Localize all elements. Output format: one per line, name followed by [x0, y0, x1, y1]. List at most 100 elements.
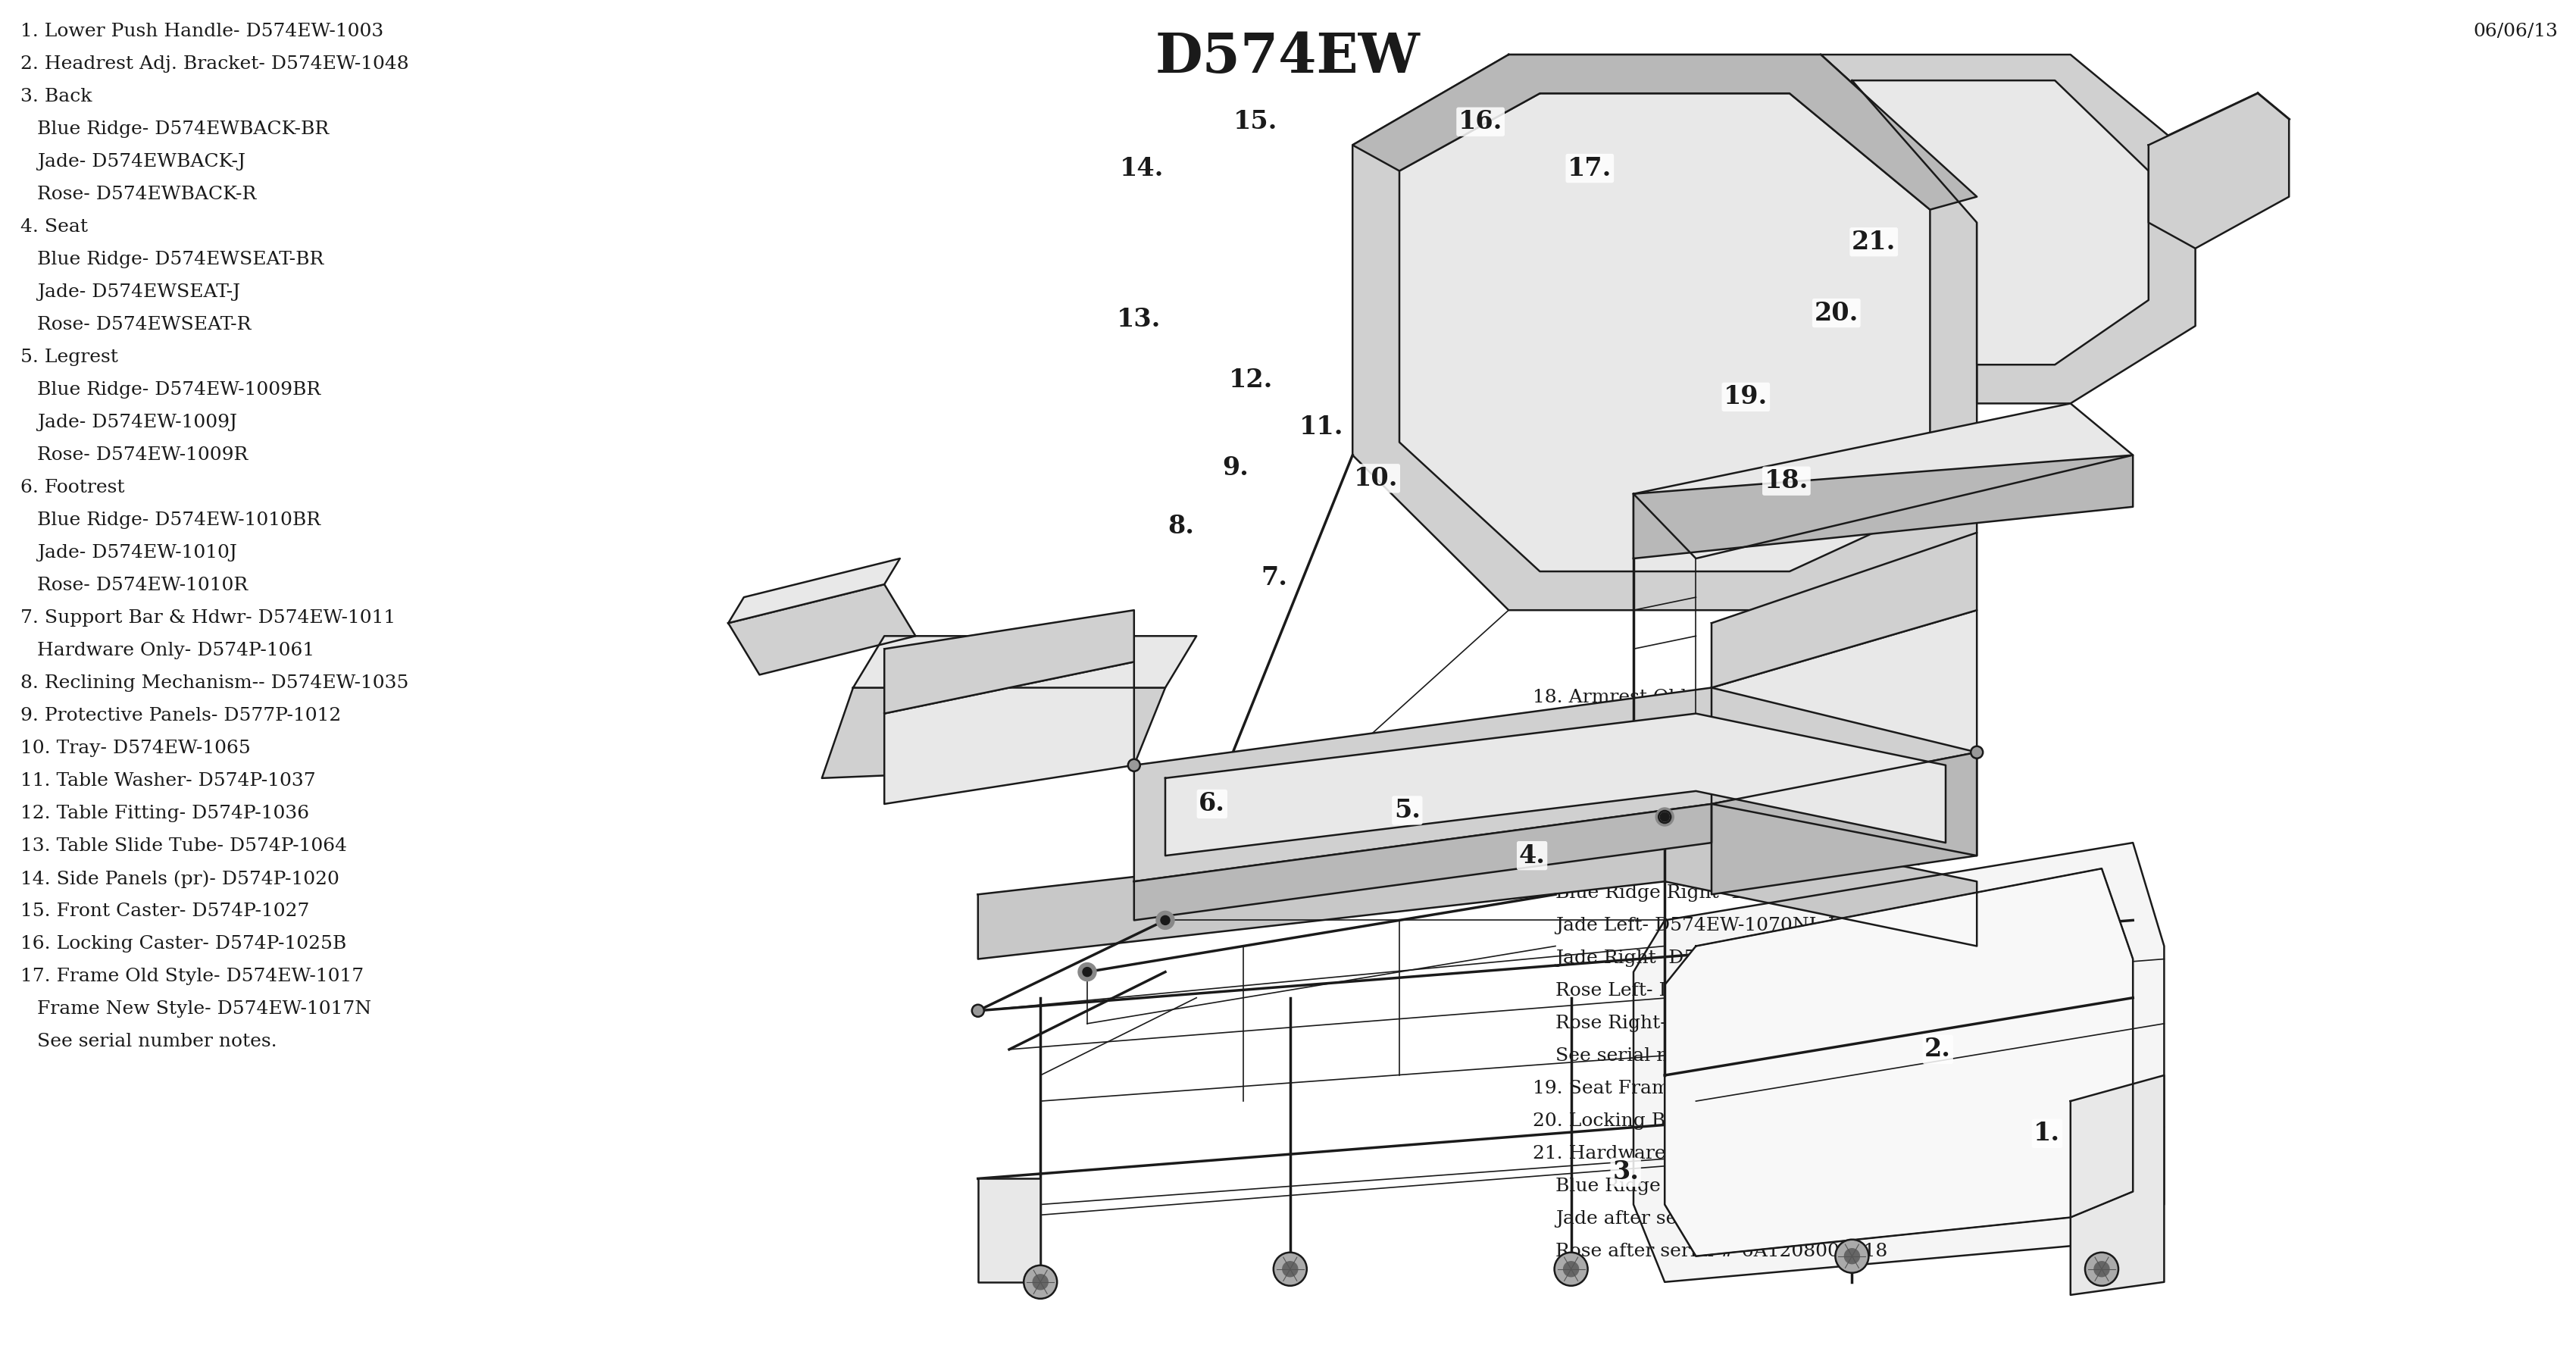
Text: Blue Ridge- D574EWSEAT-BR: Blue Ridge- D574EWSEAT-BR — [36, 251, 325, 269]
Circle shape — [1157, 911, 1175, 929]
Text: 15. Front Caster- D574P-1027: 15. Front Caster- D574P-1027 — [21, 903, 309, 919]
Circle shape — [2094, 1262, 2110, 1277]
Text: Rose- D574EW-1010R: Rose- D574EW-1010R — [36, 577, 247, 595]
Text: Blue Ridge- D574EW-1010BR: Blue Ridge- D574EW-1010BR — [36, 512, 319, 529]
Polygon shape — [729, 584, 914, 675]
Text: 17. Frame Old Style- D574EW-1017: 17. Frame Old Style- D574EW-1017 — [21, 967, 363, 985]
Text: Blue Ridge Left- D574EW-1070NL-BR: Blue Ridge Left- D574EW-1070NL-BR — [1556, 851, 1919, 869]
Polygon shape — [1710, 610, 1976, 803]
Text: 19.: 19. — [1723, 385, 1767, 409]
Polygon shape — [1352, 55, 1976, 210]
Text: 12.: 12. — [1229, 368, 1273, 393]
Text: 7. Support Bar & Hdwr- D574EW-1011: 7. Support Bar & Hdwr- D574EW-1011 — [21, 610, 397, 626]
Text: Rose Right- D574EW-1070NR-R: Rose Right- D574EW-1070NR-R — [1556, 1015, 1862, 1033]
Circle shape — [1079, 963, 1097, 981]
Circle shape — [971, 1005, 984, 1016]
Text: 20.: 20. — [1814, 300, 1857, 326]
Text: Armrest New Style: Armrest New Style — [1556, 820, 1739, 836]
Text: 10.: 10. — [1355, 466, 1399, 491]
Text: 14.: 14. — [1121, 155, 1164, 181]
Polygon shape — [1633, 404, 2133, 558]
Polygon shape — [979, 1178, 1041, 1282]
Polygon shape — [1633, 843, 2164, 1282]
Text: 21. Hardware- D574EW-1004: 21. Hardware- D574EW-1004 — [1533, 1144, 1816, 1162]
Text: Rose- D574EWSEAT-R: Rose- D574EWSEAT-R — [36, 316, 252, 333]
Text: Jade- D574EW-1010J: Jade- D574EW-1010J — [36, 544, 237, 562]
Text: 14. Side Panels (pr)- D574P-1020: 14. Side Panels (pr)- D574P-1020 — [21, 870, 340, 888]
Polygon shape — [1133, 687, 1976, 881]
Text: Hardware Only- D574P-1061: Hardware Only- D574P-1061 — [36, 642, 314, 659]
Text: 13.: 13. — [1115, 307, 1162, 331]
Text: 5. Legrest: 5. Legrest — [21, 349, 118, 366]
Text: Rose- D574EW-1009R: Rose- D574EW-1009R — [36, 446, 247, 464]
Text: 15.: 15. — [1234, 109, 1278, 134]
Circle shape — [1659, 813, 1669, 821]
Circle shape — [1553, 1252, 1587, 1286]
Text: 12. Table Fitting- D574P-1036: 12. Table Fitting- D574P-1036 — [21, 805, 309, 822]
Text: 19. Seat Frame- D574EW-1013: 19. Seat Frame- D574EW-1013 — [1533, 1080, 1832, 1097]
Text: 13. Table Slide Tube- D574P-1064: 13. Table Slide Tube- D574P-1064 — [21, 837, 348, 855]
Circle shape — [1659, 810, 1672, 822]
Text: Blue Ridge after serial # 6A1208000001: Blue Ridge after serial # 6A1208000001 — [1556, 1177, 1947, 1195]
Text: 1.: 1. — [2035, 1121, 2061, 1146]
Text: 8.: 8. — [1167, 514, 1195, 539]
Text: 18. Armrest Old Style: 18. Armrest Old Style — [1533, 689, 1741, 707]
Text: Jade- D574EW-1009J: Jade- D574EW-1009J — [36, 413, 237, 431]
Polygon shape — [1352, 55, 1976, 610]
Polygon shape — [1133, 803, 1710, 921]
Text: Rose Left- D574EW-1070NL-R: Rose Left- D574EW-1070NL-R — [1556, 982, 1847, 1000]
Text: 3.: 3. — [1613, 1159, 1638, 1185]
Text: 6.: 6. — [1198, 791, 1226, 817]
Text: Jade- D574EWSEAT-J: Jade- D574EWSEAT-J — [36, 284, 240, 301]
Circle shape — [1844, 1248, 1860, 1263]
Text: 8. Reclining Mechanism-- D574EW-1035: 8. Reclining Mechanism-- D574EW-1035 — [21, 674, 410, 692]
Circle shape — [1162, 915, 1170, 925]
Text: 4. Seat: 4. Seat — [21, 218, 88, 236]
Text: 2.: 2. — [1924, 1037, 1950, 1063]
Text: 06/06/13: 06/06/13 — [2473, 23, 2558, 40]
Text: 18.: 18. — [1765, 468, 1808, 494]
Text: 3. Back: 3. Back — [21, 87, 93, 105]
Polygon shape — [1821, 55, 2195, 404]
Polygon shape — [979, 817, 1976, 959]
Polygon shape — [1664, 869, 2133, 1256]
Circle shape — [1971, 746, 1984, 758]
Text: 1. Lower Push Handle- D574EW-1003: 1. Lower Push Handle- D574EW-1003 — [21, 23, 384, 40]
Text: 20. Locking Bar- D574EW-1050: 20. Locking Bar- D574EW-1050 — [1533, 1113, 1837, 1129]
Text: Frame New Style- D574EW-1017N: Frame New Style- D574EW-1017N — [36, 1000, 371, 1018]
Polygon shape — [884, 662, 1133, 803]
Polygon shape — [1399, 93, 1929, 572]
Polygon shape — [1633, 456, 2133, 558]
Text: Rose- D574EWBACK-R: Rose- D574EWBACK-R — [36, 186, 258, 203]
Text: Rose after serial # 6A1208000018: Rose after serial # 6A1208000018 — [1556, 1243, 1888, 1260]
Circle shape — [1082, 967, 1092, 977]
Circle shape — [1273, 1252, 1306, 1286]
Polygon shape — [1852, 80, 2148, 364]
Text: 11. Table Washer- D574P-1037: 11. Table Washer- D574P-1037 — [21, 772, 317, 790]
Text: See serial number notes.: See serial number notes. — [36, 1033, 278, 1050]
Circle shape — [1283, 1262, 1298, 1277]
Circle shape — [1033, 1274, 1048, 1289]
Text: Jade after serial # 6A1209000001: Jade after serial # 6A1209000001 — [1556, 1210, 1883, 1228]
Circle shape — [2084, 1252, 2117, 1286]
Text: D574EW: D574EW — [1157, 30, 1419, 85]
Polygon shape — [2148, 93, 2290, 248]
Text: 6. Footrest: 6. Footrest — [21, 479, 124, 496]
Polygon shape — [729, 558, 899, 623]
Text: 9.: 9. — [1221, 456, 1249, 480]
Circle shape — [1023, 1266, 1056, 1299]
Text: See serial number notes.: See serial number notes. — [1556, 1048, 1795, 1065]
Circle shape — [1656, 807, 1674, 827]
Text: 4.: 4. — [1520, 843, 1546, 868]
Circle shape — [1564, 1262, 1579, 1277]
Text: Blue Ridge- D574EW-1070BR: Blue Ridge- D574EW-1070BR — [1556, 722, 1839, 739]
Circle shape — [1128, 760, 1141, 771]
Text: 7.: 7. — [1262, 565, 1288, 591]
Polygon shape — [1710, 533, 1976, 687]
Text: Jade- D574EWBACK-J: Jade- D574EWBACK-J — [36, 153, 245, 170]
Text: 2. Headrest Adj. Bracket- D574EW-1048: 2. Headrest Adj. Bracket- D574EW-1048 — [21, 56, 410, 72]
Text: Blue Ridge- D574EW-1009BR: Blue Ridge- D574EW-1009BR — [36, 381, 322, 398]
Text: 16. Locking Caster- D574P-1025B: 16. Locking Caster- D574P-1025B — [21, 936, 348, 952]
Text: 10. Tray- D574EW-1065: 10. Tray- D574EW-1065 — [21, 739, 250, 757]
Text: Blue Ridge Right- D574EW-1070NR-BR: Blue Ridge Right- D574EW-1070NR-BR — [1556, 884, 1935, 902]
